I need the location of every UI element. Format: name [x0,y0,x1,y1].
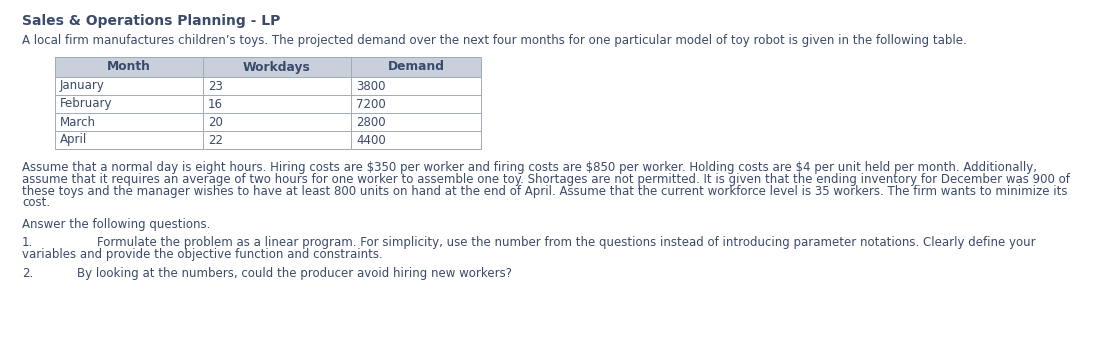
Text: Sales & Operations Planning - LP: Sales & Operations Planning - LP [22,14,280,28]
Text: 22: 22 [208,134,223,147]
Text: April: April [60,134,87,147]
Text: Month: Month [107,61,151,73]
Text: 2.: 2. [22,267,33,279]
Bar [55,57,480,149]
Text: 3800: 3800 [356,79,386,93]
Text: Demand: Demand [388,61,444,73]
Text: 1.: 1. [22,236,33,249]
Text: Formulate the problem as a linear program. For simplicity, use the number from t: Formulate the problem as a linear progra… [97,236,1036,249]
Bar [55,57,480,77]
Text: Answer the following questions.: Answer the following questions. [22,218,210,231]
Bar [55,113,480,131]
Bar [55,95,480,113]
Text: By looking at the numbers, could the producer avoid hiring new workers?: By looking at the numbers, could the pro… [77,267,512,279]
Text: February: February [60,98,112,110]
Text: variables and provide the objective function and constraints.: variables and provide the objective func… [22,248,382,261]
Text: assume that it requires an average of two hours for one worker to assemble one t: assume that it requires an average of tw… [22,173,1070,186]
Text: Assume that a normal day is eight hours. Hiring costs are $350 per worker and fi: Assume that a normal day is eight hours.… [22,161,1037,174]
Bar [55,77,480,95]
Text: 23: 23 [208,79,223,93]
Text: 16: 16 [208,98,223,110]
Text: Workdays: Workdays [244,61,311,73]
Text: 7200: 7200 [356,98,386,110]
Bar [55,131,480,149]
Text: January: January [60,79,105,93]
Text: 20: 20 [208,115,223,129]
Text: March: March [60,115,96,129]
Text: these toys and the manager wishes to have at least 800 units on hand at the end : these toys and the manager wishes to hav… [22,185,1068,198]
Text: cost.: cost. [22,197,50,209]
Text: A local firm manufactures children’s toys. The projected demand over the next fo: A local firm manufactures children’s toy… [22,34,966,47]
Text: 4400: 4400 [356,134,386,147]
Text: 2800: 2800 [356,115,386,129]
